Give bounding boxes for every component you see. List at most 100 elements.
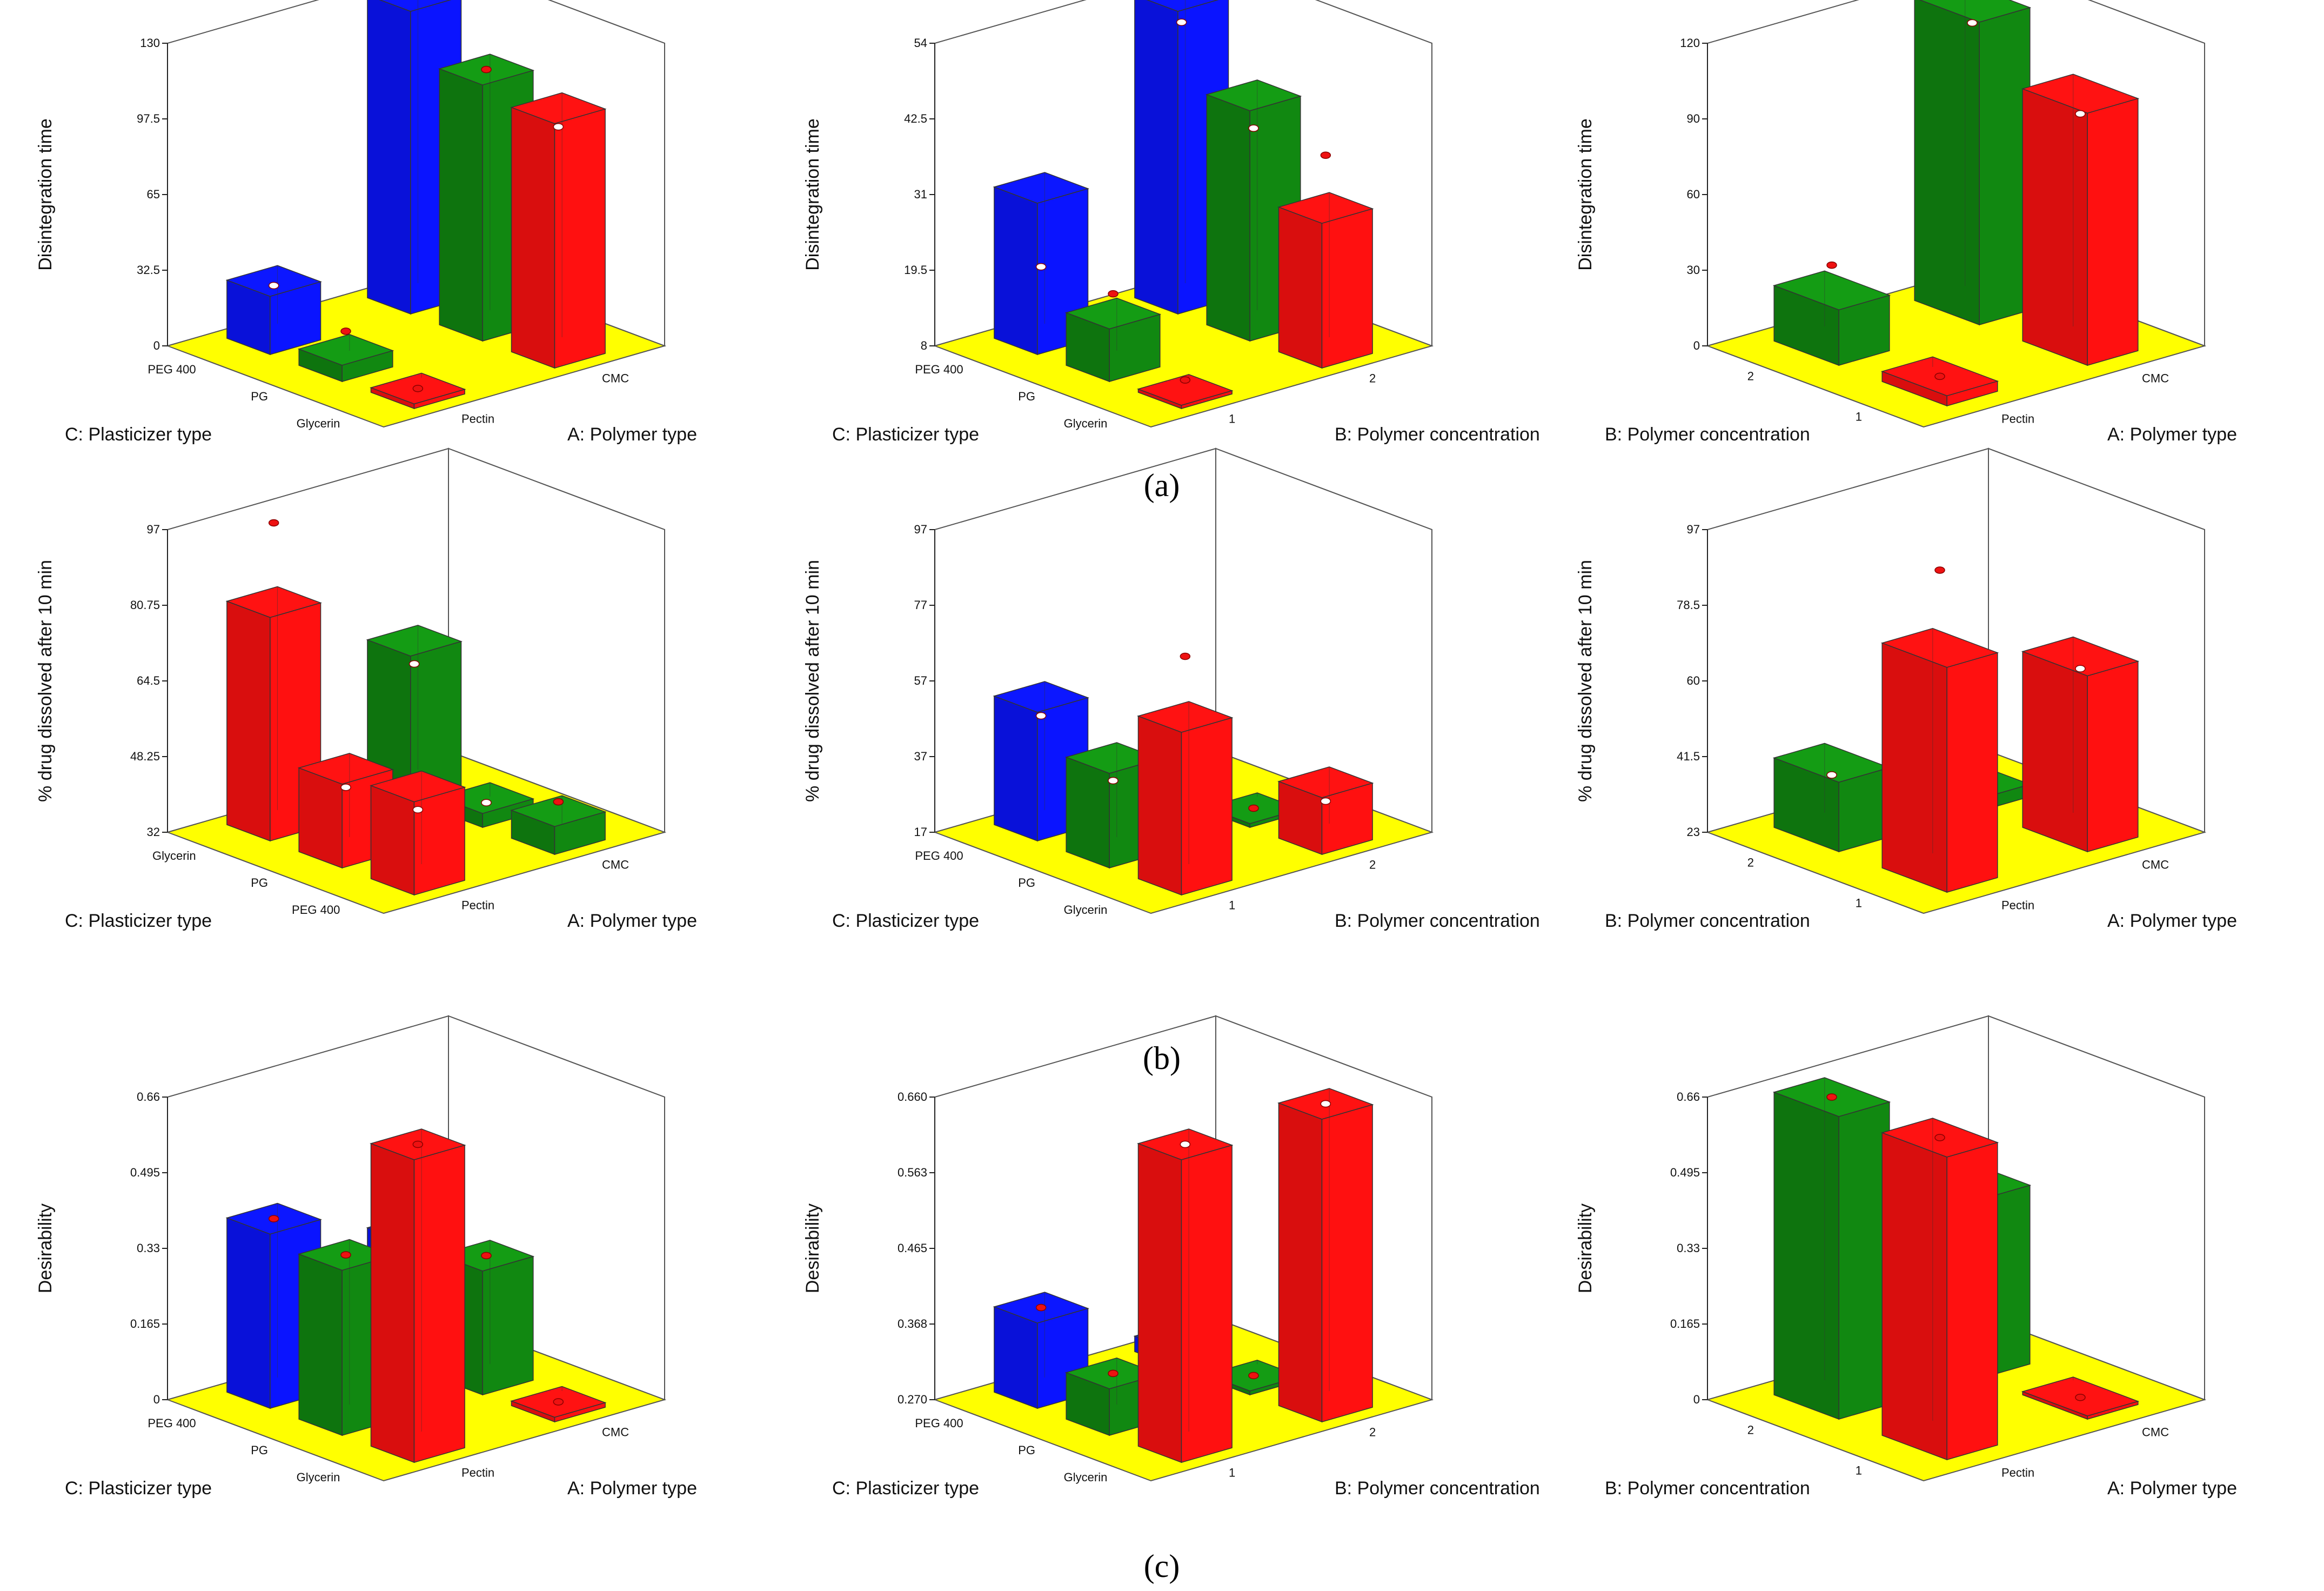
- right-axis-title: A: Polymer type: [567, 911, 697, 931]
- bar-face-left: [1137, 1142, 1182, 1463]
- bar-face-left: [1066, 756, 1110, 869]
- design-point: [1826, 1093, 1837, 1101]
- right-category-label: CMC: [2142, 858, 2169, 872]
- left-category-label: PEG 400: [292, 903, 340, 917]
- value-tick-label: 0.465: [898, 1241, 927, 1255]
- value-tick-label: 0.33: [1677, 1241, 1700, 1255]
- value-tick-label: 77: [914, 598, 927, 612]
- right-axis-title: A: Polymer type: [2107, 1478, 2237, 1499]
- value-tick-label: 120: [1680, 36, 1700, 50]
- value-tick-label: 23: [1687, 825, 1700, 839]
- chart-8: 0.270 0.368 0.465 0.563 0.660 Desirability PEG…: [802, 1015, 1540, 1499]
- right-category-label: Pectin: [2001, 412, 2034, 426]
- design-point: [553, 1398, 564, 1406]
- caption-c: (c): [1144, 1548, 1180, 1584]
- value-tick-label: 0.495: [130, 1166, 160, 1179]
- bar-face-left: [2022, 88, 2088, 366]
- right-category-label: 1: [1229, 899, 1235, 912]
- bar-face-top: [225, 586, 322, 618]
- value-tick-label: 0.33: [137, 1241, 160, 1255]
- right-category-label: CMC: [602, 1426, 629, 1439]
- left-axis-title: C: Plasticizer type: [832, 911, 979, 931]
- right-category-label: CMC: [602, 858, 629, 872]
- left-category-label: Glycerin: [297, 1470, 340, 1484]
- left-category-label: Glycerin: [1064, 1470, 1108, 1484]
- right-category-label: Pectin: [2001, 1466, 2034, 1480]
- design-point: [1108, 1369, 1119, 1378]
- right-category-label: Pectin: [461, 1466, 494, 1480]
- bar-glycerin-pectin: [370, 372, 466, 410]
- right-category-label: 2: [1369, 372, 1376, 385]
- left-category-label: 2: [1747, 856, 1754, 870]
- value-tick-label: 97: [914, 523, 927, 536]
- bar-face-top: [1277, 192, 1374, 224]
- right-category-label: Pectin: [461, 899, 494, 912]
- right-category-label: 2: [1369, 1426, 1376, 1439]
- value-tick-label: 97: [1687, 523, 1700, 536]
- right-axis-title: A: Polymer type: [567, 1478, 697, 1499]
- value-tick-label: 0: [1693, 339, 1700, 352]
- left-category-label: PEG 400: [148, 1416, 196, 1430]
- left-axis-title: B: Polymer concentration: [1605, 1478, 1810, 1499]
- design-point: [1180, 652, 1191, 660]
- value-tick-label: 37: [914, 750, 927, 763]
- bar-2-cmc: [1914, 0, 2032, 326]
- right-axis-title: A: Polymer type: [2107, 424, 2237, 445]
- bar-glycerin-pectin: [370, 1128, 466, 1463]
- left-category-label: 1: [1856, 897, 1862, 910]
- caption-a: (a): [1144, 467, 1180, 503]
- bar-face-top: [379, 0, 452, 12]
- design-point: [268, 1215, 279, 1222]
- left-category-label: PEG 400: [915, 849, 963, 863]
- bar-face-left: [2022, 651, 2088, 853]
- right-axis-title: B: Polymer concentration: [1335, 911, 1540, 931]
- design-point: [481, 65, 492, 73]
- left-category-label: PG: [1018, 1443, 1035, 1457]
- chart-1: 0 32.5 65 97.5 130 Disintegration time PEG 400…: [35, 0, 697, 445]
- value-tick-label: 8: [921, 339, 927, 352]
- bar-glycerin-cmc: [366, 625, 463, 801]
- bar-face-front: [1946, 652, 1998, 893]
- bar-face-top: [510, 92, 607, 124]
- bar-face-left: [1773, 1091, 1839, 1420]
- bar-face-left: [1881, 642, 1947, 893]
- value-tick-label: 0.563: [898, 1166, 927, 1179]
- design-point: [1934, 1134, 1945, 1141]
- left-axis-title: B: Polymer concentration: [1605, 424, 1810, 445]
- left-axis-title: C: Plasticizer type: [65, 1478, 212, 1499]
- left-category-label: PG: [1018, 390, 1035, 403]
- bar-glycerin-cmc: [510, 1386, 607, 1423]
- design-point: [1108, 290, 1119, 298]
- design-point: [1320, 797, 1331, 805]
- bar-face-top: [366, 625, 463, 657]
- design-point: [1320, 1100, 1331, 1108]
- bar-face-top: [1137, 701, 1234, 733]
- bar-face-top: [993, 172, 1089, 204]
- bar-glycerin-1: [1137, 652, 1234, 896]
- bar-face-top: [510, 795, 607, 827]
- value-axis-title: % drug dissolved after 10 min: [35, 560, 56, 802]
- left-category-label: 1: [1856, 410, 1862, 424]
- right-axis-title: B: Polymer concentration: [1335, 1478, 1540, 1499]
- bar-face-top: [993, 681, 1089, 713]
- chart-4: 32 48.25 64.5 80.75 97 % drug dissolved after…: [35, 447, 697, 931]
- design-point: [340, 784, 351, 791]
- value-tick-label: 0: [153, 339, 160, 352]
- value-tick-label: 42.5: [904, 112, 927, 125]
- bar-face-left: [511, 106, 555, 369]
- bar-face-front: [2087, 660, 2139, 852]
- design-point: [268, 519, 279, 527]
- bar-face-top: [2021, 73, 2140, 114]
- value-axis-title: Desirability: [1575, 1204, 1596, 1293]
- design-point: [1035, 712, 1047, 720]
- value-tick-label: 78.5: [1677, 598, 1700, 612]
- design-point: [1248, 124, 1259, 132]
- bar-face-top: [1137, 374, 1234, 406]
- value-tick-label: 32.5: [137, 263, 160, 277]
- bar-2-pectin: [1772, 261, 1891, 366]
- value-tick-label: 90: [1687, 112, 1700, 125]
- value-tick-label: 60: [1687, 674, 1700, 687]
- left-category-label: Glycerin: [1064, 417, 1108, 430]
- left-category-label: 2: [1747, 1423, 1754, 1437]
